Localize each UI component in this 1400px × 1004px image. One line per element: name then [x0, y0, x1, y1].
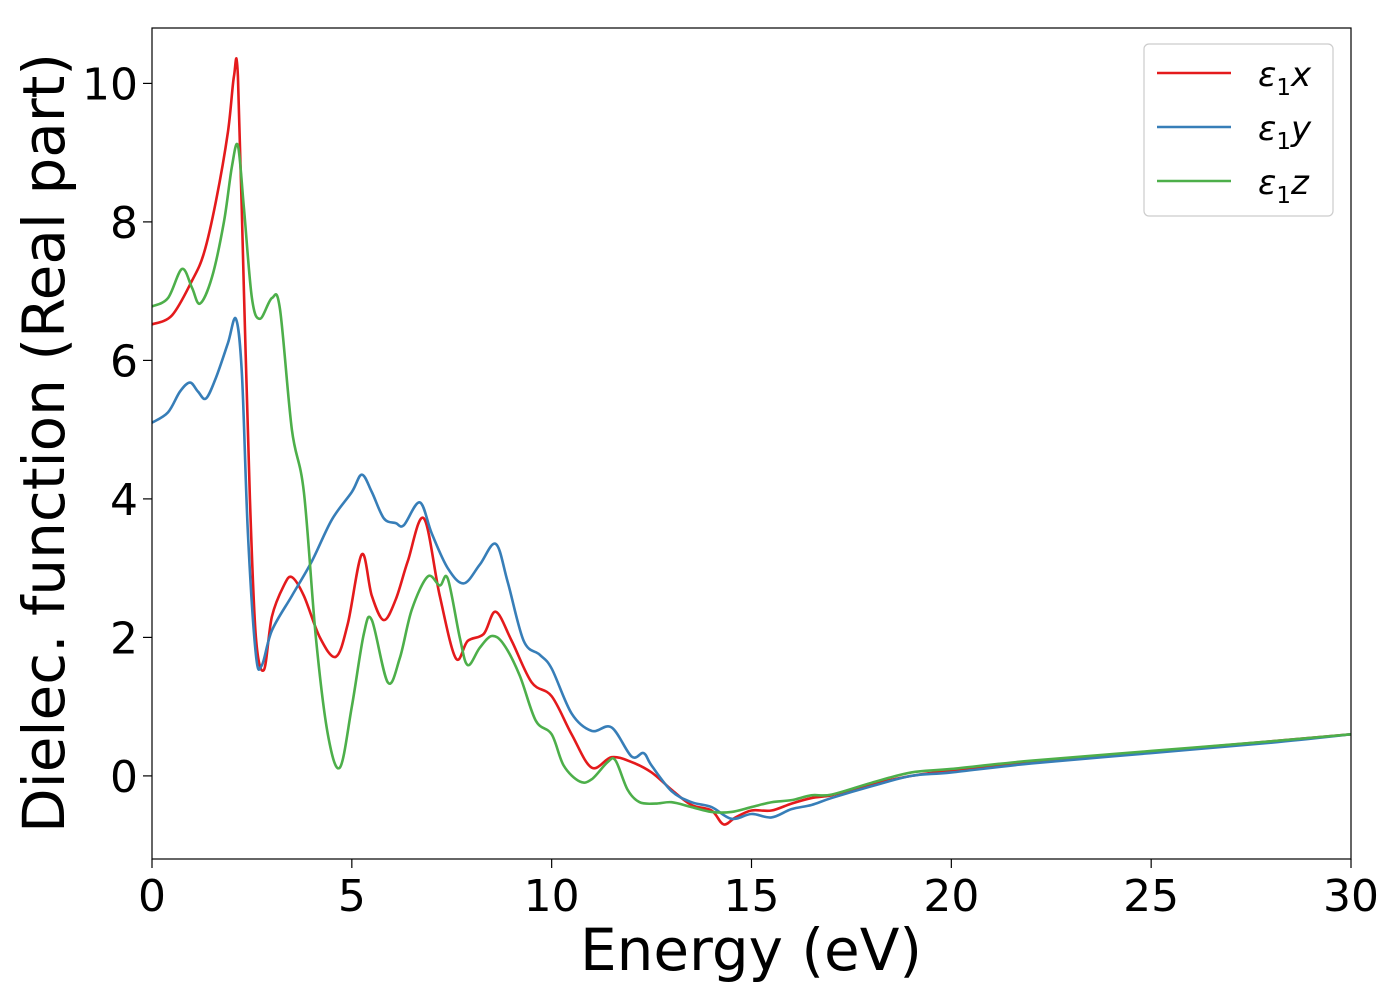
y-tick-label: 8: [110, 198, 138, 249]
y-tick-label: 6: [110, 336, 138, 387]
y-tick-label: 2: [110, 613, 138, 664]
x-tick-label: 10: [524, 871, 580, 922]
x-tick-label: 5: [338, 871, 366, 922]
legend-label: ε1y: [1258, 109, 1312, 155]
x-tick-label: 20: [923, 871, 979, 922]
series-line-z: [152, 142, 1351, 814]
y-axis-ticks: 0 2 4 6 8 10: [82, 59, 152, 803]
series-line-x: [152, 57, 1351, 826]
y-tick-label: 0: [110, 752, 138, 803]
legend-label: ε1x: [1258, 55, 1312, 101]
series-layer: [152, 57, 1351, 826]
x-tick-label: 30: [1323, 871, 1379, 922]
y-axis-label: Dielec. function (Real part): [10, 53, 78, 833]
legend: ε1x ε1y ε1z: [1143, 43, 1334, 217]
y-tick-label: 4: [110, 475, 138, 526]
legend-label: ε1z: [1258, 163, 1310, 209]
x-axis-label: Energy (eV): [580, 916, 922, 984]
x-tick-label: 25: [1123, 871, 1179, 922]
x-tick-label: 15: [724, 871, 780, 922]
x-tick-label: 0: [138, 871, 166, 922]
legend-box: [1143, 43, 1334, 217]
y-tick-label: 10: [82, 59, 138, 110]
x-axis-ticks: 0 5 10 15 20 25 30: [138, 859, 1379, 922]
series-line-y: [152, 316, 1351, 821]
